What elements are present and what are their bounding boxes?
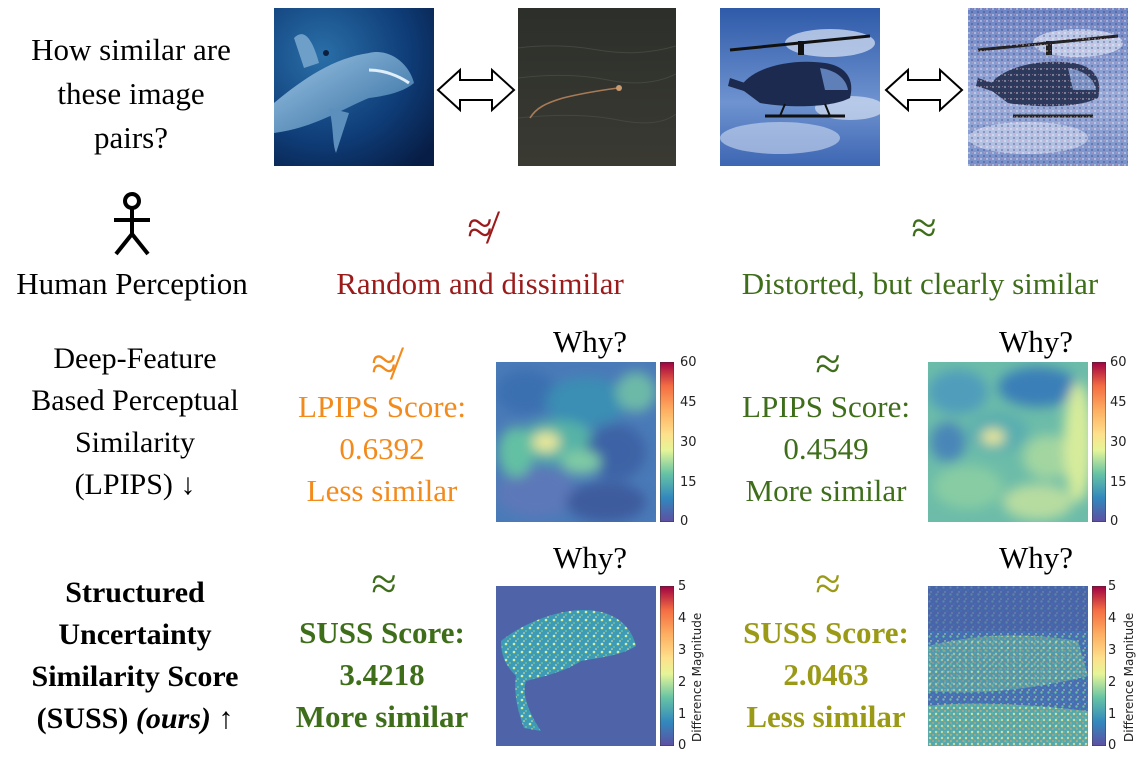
lpips-colorbar-pair1: [659, 361, 675, 523]
colorbar-tick: 5: [678, 579, 687, 594]
question-line: these image: [57, 76, 205, 111]
why-label: Why?: [998, 540, 1074, 575]
approx-symbol: ≈: [815, 558, 841, 609]
row-label-line: Based Perceptual: [31, 384, 239, 417]
colorbar-tick: 3: [1108, 643, 1117, 658]
score-verdict: More similar: [745, 473, 907, 508]
row-label-part: (SUSS): [36, 702, 136, 735]
question-line: pairs?: [93, 120, 169, 155]
row-label-line: Deep-Feature: [53, 342, 217, 375]
not-approx-symbol: ≉: [371, 338, 397, 389]
row-label-line: Similarity: [75, 426, 195, 459]
colorbar-tick: 45: [1110, 395, 1127, 410]
colorbar-tick: 4: [678, 611, 687, 626]
lpips-colorbar-pair2: [1091, 361, 1107, 523]
colorbar-tick: 15: [1110, 475, 1127, 490]
colorbar-tick: 2: [678, 675, 687, 690]
colorbar-tick: 0: [678, 738, 687, 753]
colorbar-tick: 0: [1108, 738, 1117, 753]
stick-figure-icon: [104, 192, 160, 258]
not-approx-symbol: ≉: [467, 202, 493, 253]
colorbar-tick: 60: [1110, 355, 1127, 370]
row-label-line: Structured: [65, 576, 205, 609]
lpips-score-pair2: LPIPS Score: 0.4549 More similar: [726, 386, 926, 512]
colorbar-tick: 0: [1110, 514, 1119, 529]
score-value: 0.6392: [339, 431, 425, 466]
colorbar-tick: 30: [680, 435, 697, 450]
lpips-heatmap-pair1: [496, 362, 656, 522]
lpips-heatmap-pair2: [928, 362, 1088, 522]
double-arrow-icon: [884, 66, 964, 114]
colorbar-tick: 30: [1110, 435, 1127, 450]
row-label-line: Similarity Score: [31, 660, 239, 693]
suss-colorbar-pair2: [1091, 585, 1107, 747]
suss-row-label: Structured Uncertainty Similarity Score …: [0, 572, 270, 740]
colorbar-tick: 60: [680, 355, 697, 370]
shark-image: [274, 8, 434, 166]
score-value: 0.4549: [783, 431, 869, 466]
suss-colorbar-pair1: [659, 585, 675, 747]
dark-water-image: [518, 8, 676, 166]
why-label: Why?: [998, 324, 1074, 359]
colorbar-tick: 45: [680, 395, 697, 410]
colorbar-tick: 5: [1108, 579, 1117, 594]
question-text: How similar are these image pairs?: [0, 28, 262, 160]
suss-score-pair2: SUSS Score: 2.0463 Less similar: [716, 612, 936, 738]
score-verdict: More similar: [295, 699, 469, 734]
score-value: 3.4218: [339, 657, 425, 692]
ours-label: (ours): [135, 702, 211, 735]
row-label-line: (SUSS) (ours) ↑: [0, 698, 270, 740]
score-title: SUSS Score:: [743, 615, 909, 650]
colorbar-tick: 1: [678, 707, 687, 722]
colorbar-tick: 2: [1108, 675, 1117, 690]
lpips-score-pair1: LPIPS Score: 0.6392 Less similar: [282, 386, 482, 512]
approx-symbol: ≈: [815, 338, 841, 389]
colorbar-tick: 3: [678, 643, 687, 658]
colorbar-title: Difference Magnitude: [690, 612, 704, 742]
question-line: How similar are: [31, 32, 231, 67]
double-arrow-icon: [436, 66, 516, 114]
noisy-helicopter-image: [968, 8, 1128, 166]
score-verdict: Less similar: [746, 699, 906, 734]
suss-score-pair1: SUSS Score: 3.4218 More similar: [272, 612, 492, 738]
lpips-row-label: Deep-Feature Based Perceptual Similarity…: [0, 338, 270, 506]
score-title: SUSS Score:: [299, 615, 465, 650]
suss-diffmap-pair1: [496, 586, 656, 746]
colorbar-tick: 1: [1108, 707, 1117, 722]
approx-symbol: ≈: [911, 202, 937, 253]
colorbar-tick: 4: [1108, 611, 1117, 626]
why-label: Why?: [552, 324, 628, 359]
helicopter-image: [720, 8, 880, 166]
row-label-line: Uncertainty: [58, 618, 212, 651]
human-verdict-pair2: Distorted, but clearly similar: [741, 266, 1099, 301]
human-perception-label: Human Perception: [16, 266, 248, 301]
row-label-line: (LPIPS) ↓: [74, 468, 196, 501]
score-title: LPIPS Score:: [298, 389, 466, 424]
score-value: 2.0463: [783, 657, 869, 692]
why-label: Why?: [552, 540, 628, 575]
colorbar-tick: 15: [680, 475, 697, 490]
colorbar-tick: 0: [680, 514, 689, 529]
colorbar-title: Difference Magnitude: [1122, 612, 1136, 742]
suss-diffmap-pair2: [928, 586, 1088, 746]
score-verdict: Less similar: [306, 473, 458, 508]
score-title: LPIPS Score:: [742, 389, 910, 424]
row-label-part: ↑: [210, 702, 234, 735]
approx-symbol: ≈: [371, 558, 397, 609]
human-verdict-pair1: Random and dissimilar: [336, 266, 624, 301]
